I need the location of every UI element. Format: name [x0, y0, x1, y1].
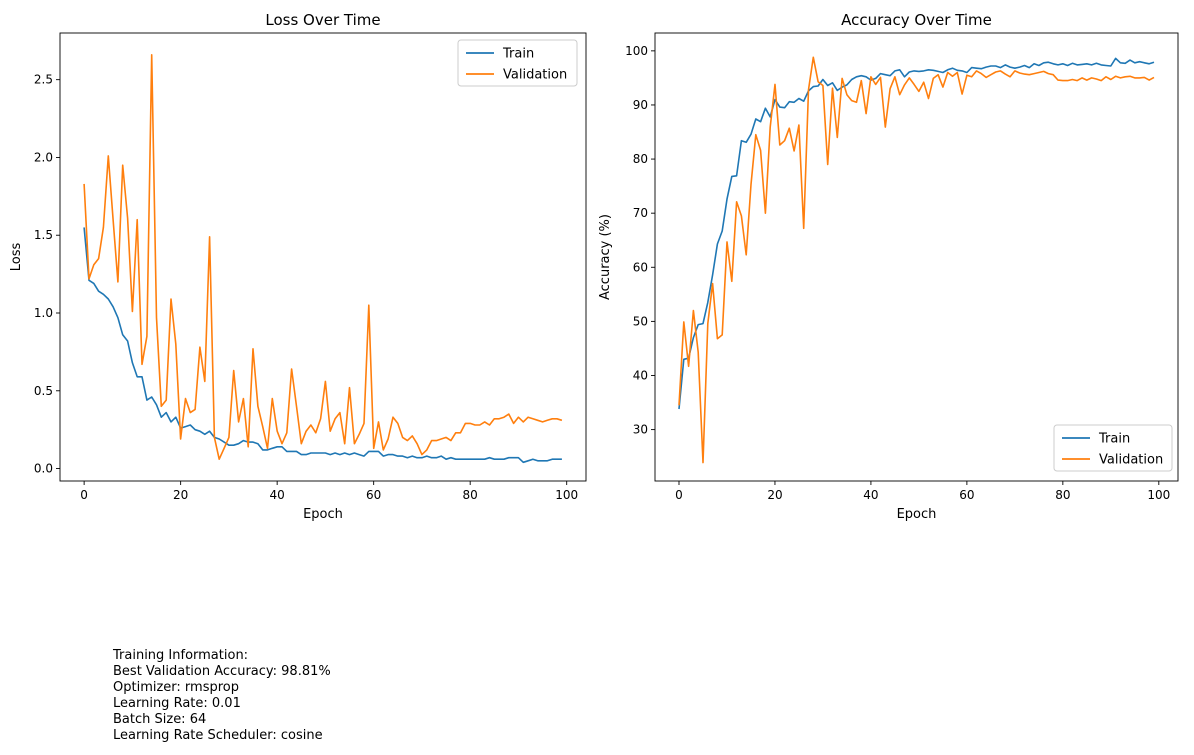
training-info-heading: Training Information: [113, 648, 249, 663]
y-tick-label: 0.0 [34, 462, 53, 476]
training-info-line: Batch Size: 64 [113, 712, 207, 727]
y-tick-label: 80 [633, 152, 648, 166]
y-axis-label: Loss [9, 243, 24, 272]
x-tick-label: 40 [863, 488, 878, 502]
y-tick-label: 1.0 [34, 306, 53, 320]
x-axis-label: Epoch [303, 507, 343, 522]
y-tick-label: 40 [633, 368, 648, 382]
x-tick-label: 40 [270, 488, 285, 502]
x-tick-label: 20 [767, 488, 782, 502]
legend-label-validation: Validation [1099, 453, 1163, 468]
x-tick-label: 100 [1147, 488, 1170, 502]
x-tick-label: 80 [1055, 488, 1070, 502]
series-line-validation [678, 56, 1155, 464]
plot-frame [654, 32, 1179, 482]
training-info-line: Optimizer: rmsprop [113, 680, 239, 695]
y-tick-label: 90 [633, 98, 648, 112]
y-tick-label: 50 [633, 314, 648, 328]
plot-frame [59, 32, 587, 482]
training-info-line: Learning Rate Scheduler: cosine [113, 728, 323, 743]
y-tick-label: 60 [633, 260, 648, 274]
x-tick-label: 0 [675, 488, 683, 502]
accuracy-chart: Accuracy Over Time 0 20 40 60 80 100 30 40 50 60 70… [598, 11, 1179, 522]
loss-chart: Loss Over Time 0 20 40 60 80 100 0.0 0.5 1.0 1.5 2.… [9, 11, 587, 522]
y-tick-label: 2.0 [34, 150, 53, 164]
x-tick-label: 100 [555, 488, 578, 502]
y-axis-label: Accuracy (%) [598, 214, 613, 300]
training-figure: Loss Over Time 0 20 40 60 80 100 0.0 0.5 1.0 1.5 2.… [9, 11, 1179, 522]
y-tick-label: 1.5 [34, 228, 53, 242]
x-tick-label: 60 [366, 488, 381, 502]
legend-label-train: Train [502, 47, 534, 62]
training-info-line: Best Validation Accuracy: 98.81% [113, 664, 331, 679]
x-tick-label: 60 [959, 488, 974, 502]
training-info-line: Learning Rate: 0.01 [113, 696, 241, 711]
training-info: Training Information: Best Validation Ac… [113, 648, 331, 744]
x-tick-label: 80 [463, 488, 478, 502]
series-line-train [83, 227, 562, 464]
x-tick-label: 0 [80, 488, 88, 502]
y-tick-label: 70 [633, 206, 648, 220]
y-tick-label: 100 [625, 44, 648, 58]
legend-label-train: Train [1098, 432, 1130, 447]
chart-title: Accuracy Over Time [841, 11, 992, 29]
x-axis-label: Epoch [897, 507, 937, 522]
chart-title: Loss Over Time [265, 11, 380, 29]
y-tick-label: 30 [633, 423, 648, 437]
y-tick-label: 0.5 [34, 384, 53, 398]
y-tick-label: 2.5 [34, 73, 53, 87]
legend: Train Validation [1053, 424, 1173, 472]
legend-label-validation: Validation [503, 68, 567, 83]
legend: Train Validation [457, 39, 578, 87]
series-line-validation [83, 53, 563, 461]
series-line-train [678, 57, 1155, 410]
x-tick-label: 20 [173, 488, 188, 502]
